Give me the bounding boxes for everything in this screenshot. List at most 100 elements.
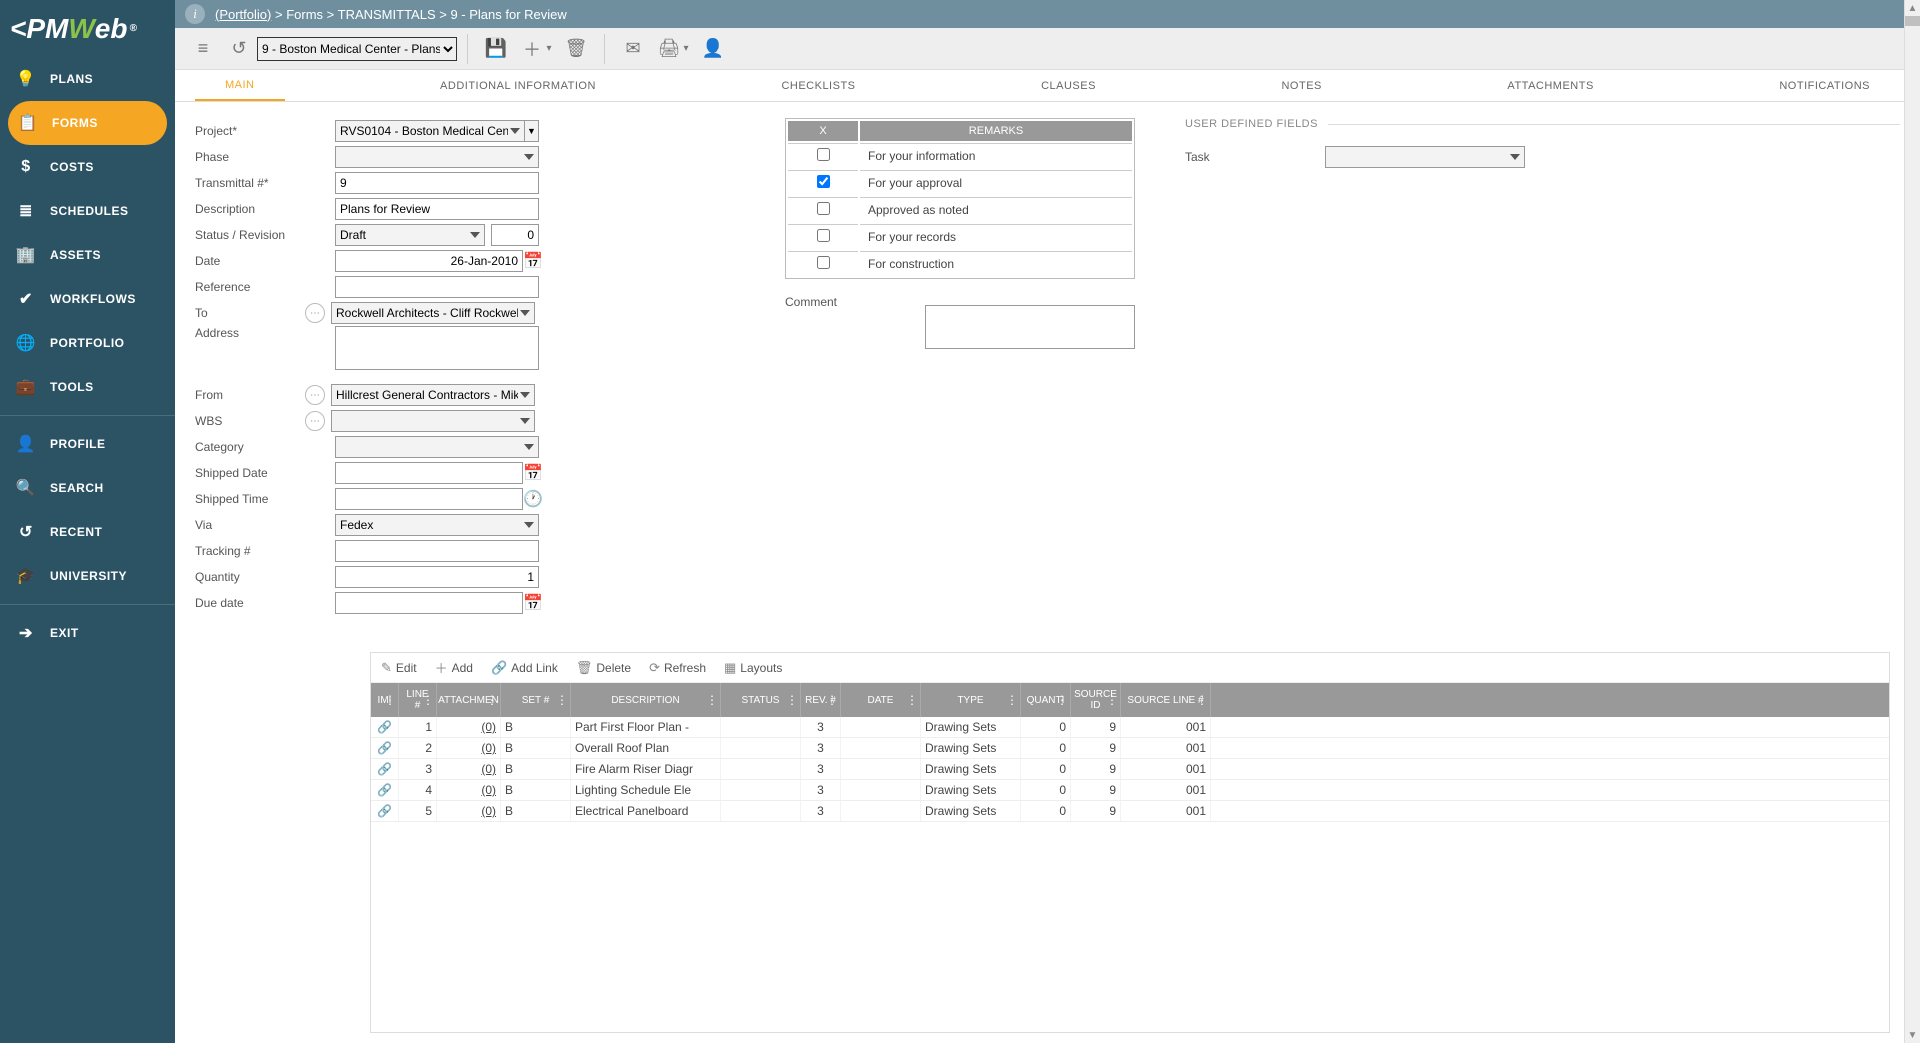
phase-select[interactable] [335,146,539,168]
col-menu-icon[interactable]: ⋮ [1056,693,1068,707]
print-icon[interactable]: 🖨 [655,35,683,63]
col-menu-icon[interactable]: ⋮ [556,693,568,707]
track-input[interactable] [335,540,539,562]
cat-select[interactable] [335,436,539,458]
grid-col-head[interactable]: SOURCE ID⋮ [1071,683,1121,717]
due-calendar-icon[interactable]: 📅 [523,592,543,614]
link-icon[interactable]: 🔗 [371,759,399,779]
col-menu-icon[interactable]: ⋮ [826,693,838,707]
grid-col-head[interactable]: QUANTI⋮ [1021,683,1071,717]
sidebar-item-exit[interactable]: ➔EXIT [0,611,175,655]
sidebar-item-tools[interactable]: 💼TOOLS [0,365,175,409]
remarks-check[interactable] [817,148,830,161]
add-dropdown-icon[interactable]: ▾ [544,35,554,63]
user-icon[interactable]: 👤 [699,35,727,63]
sidebar-item-forms[interactable]: 📋FORMS [8,101,167,145]
col-menu-icon[interactable]: ⋮ [906,693,918,707]
tab-checklists[interactable]: CHECKLISTS [751,70,885,101]
tab-main[interactable]: MAIN [195,70,285,101]
comment-input[interactable] [925,305,1135,349]
grid-col-head[interactable]: IMI⋮ [371,683,399,717]
project-select[interactable]: RVS0104 - Boston Medical Center [335,120,525,142]
sidebar-item-assets[interactable]: 🏢ASSETS [0,233,175,277]
tab-additional-information[interactable]: ADDITIONAL INFORMATION [410,70,626,101]
grid-btn-delete[interactable]: 🗑Delete [576,660,631,676]
grid-row[interactable]: 🔗1(0)BPart First Floor Plan -3Drawing Se… [371,717,1889,738]
sidebar-item-schedules[interactable]: ≣SCHEDULES [0,189,175,233]
from-select[interactable]: Hillcrest General Contractors - Mike Mai [331,384,535,406]
cell-att[interactable]: (0) [437,738,501,758]
col-menu-icon[interactable]: ⋮ [384,693,396,707]
sidebar-item-workflows[interactable]: ✔WORKFLOWS [0,277,175,321]
link-icon[interactable]: 🔗 [371,738,399,758]
col-menu-icon[interactable]: ⋮ [486,693,498,707]
sidebar-item-plans[interactable]: 💡PLANS [0,57,175,101]
grid-row[interactable]: 🔗2(0)BOverall Roof Plan3Drawing Sets0900… [371,738,1889,759]
due-input[interactable] [335,592,523,614]
shipdate-calendar-icon[interactable]: 📅 [523,462,543,484]
revision-input[interactable] [491,224,539,246]
grid-col-head[interactable]: SET #⋮ [501,683,571,717]
grid-row[interactable]: 🔗3(0)BFire Alarm Riser Diagr3Drawing Set… [371,759,1889,780]
scroll-thumb[interactable] [1905,16,1920,26]
info-icon[interactable]: i [185,4,205,24]
grid-col-head[interactable]: TYPE⋮ [921,683,1021,717]
remarks-check[interactable] [817,229,830,242]
col-menu-icon[interactable]: ⋮ [422,693,434,707]
grid-col-head[interactable]: DATE⋮ [841,683,921,717]
sidebar-item-profile[interactable]: 👤PROFILE [0,422,175,466]
tab-notes[interactable]: NOTES [1251,70,1351,101]
cell-att[interactable]: (0) [437,780,501,800]
link-icon[interactable]: 🔗 [371,780,399,800]
tab-clauses[interactable]: CLAUSES [1011,70,1126,101]
scroll-up-icon[interactable]: ▲ [1905,0,1920,16]
grid-btn-refresh[interactable]: ⟳Refresh [649,660,706,676]
grid-col-head[interactable]: REV. #⋮ [801,683,841,717]
cell-att[interactable]: (0) [437,717,501,737]
grid-row[interactable]: 🔗4(0)BLighting Schedule Ele3Drawing Sets… [371,780,1889,801]
to-select[interactable]: Rockwell Architects - Cliff Rockwell [331,302,535,324]
list-icon[interactable]: ≡ [189,35,217,63]
qty-input[interactable] [335,566,539,588]
col-menu-icon[interactable]: ⋮ [1106,693,1118,707]
from-lookup-icon[interactable]: ⋯ [305,385,325,405]
delete-icon[interactable]: 🗑 [562,35,590,63]
sidebar-item-university[interactable]: 🎓UNIVERSITY [0,554,175,598]
grid-col-head[interactable]: DESCRIPTION⋮ [571,683,721,717]
tab-notifications[interactable]: NOTIFICATIONS [1749,70,1900,101]
history-icon[interactable]: ↺ [225,35,253,63]
sidebar-item-portfolio[interactable]: 🌐PORTFOLIO [0,321,175,365]
record-select[interactable]: 9 - Boston Medical Center - Plans fo [257,37,457,61]
wbs-select[interactable] [331,410,535,432]
shipd-input[interactable] [335,462,523,484]
desc-input[interactable] [335,198,539,220]
calendar-icon[interactable]: 📅 [523,250,543,272]
sidebar-item-search[interactable]: 🔍SEARCH [0,466,175,510]
save-icon[interactable]: 💾 [482,35,510,63]
grid-col-head[interactable]: LINE #⋮ [399,683,437,717]
shipt-input[interactable] [335,488,523,510]
email-icon[interactable]: ✉ [619,35,647,63]
sidebar-item-costs[interactable]: $COSTS [0,145,175,189]
grid-btn-add[interactable]: ＋Add [435,658,473,677]
grid-btn-add-link[interactable]: 🔗Add Link [491,660,558,676]
scroll-down-icon[interactable]: ▼ [1905,1027,1920,1043]
via-select[interactable]: Fedex [335,514,539,536]
col-menu-icon[interactable]: ⋮ [786,693,798,707]
to-lookup-icon[interactable]: ⋯ [305,303,325,323]
cell-att[interactable]: (0) [437,759,501,779]
addr-input[interactable] [335,326,539,370]
breadcrumb-link[interactable]: (Portfolio) [215,7,271,22]
col-menu-icon[interactable]: ⋮ [1006,693,1018,707]
remarks-check[interactable] [817,202,830,215]
print-dropdown-icon[interactable]: ▾ [681,35,691,63]
col-menu-icon[interactable]: ⋮ [1196,693,1208,707]
link-icon[interactable]: 🔗 [371,717,399,737]
remarks-check[interactable] [817,175,830,188]
status-select[interactable]: Draft [335,224,485,246]
link-icon[interactable]: 🔗 [371,801,399,821]
col-menu-icon[interactable]: ⋮ [706,693,718,707]
task-select[interactable] [1325,146,1525,168]
trans-input[interactable] [335,172,539,194]
grid-col-head[interactable]: STATUS⋮ [721,683,801,717]
